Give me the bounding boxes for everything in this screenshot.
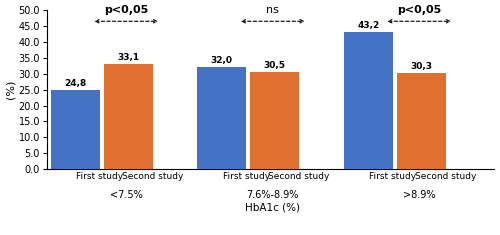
Text: 30,3: 30,3 [410, 62, 432, 71]
Bar [51, 90, 100, 169]
Text: HbA1c (%): HbA1c (%) [245, 203, 300, 213]
Text: 32,0: 32,0 [211, 56, 233, 66]
Text: ns: ns [266, 5, 279, 15]
Text: 43,2: 43,2 [357, 21, 380, 30]
Text: p<0,05: p<0,05 [397, 5, 442, 15]
Text: 7.6%-8.9%: 7.6%-8.9% [246, 190, 299, 200]
Text: >8.9%: >8.9% [403, 190, 436, 200]
Y-axis label: (%): (%) [6, 80, 16, 99]
Bar [104, 64, 152, 169]
Bar [198, 67, 246, 169]
Bar [344, 32, 393, 169]
Bar [397, 73, 446, 169]
Text: 24,8: 24,8 [64, 79, 86, 88]
Text: <7.5%: <7.5% [110, 190, 142, 200]
Text: p<0,05: p<0,05 [104, 5, 148, 15]
Bar [250, 72, 299, 169]
Text: 33,1: 33,1 [117, 53, 140, 62]
Text: 30,5: 30,5 [264, 61, 285, 70]
